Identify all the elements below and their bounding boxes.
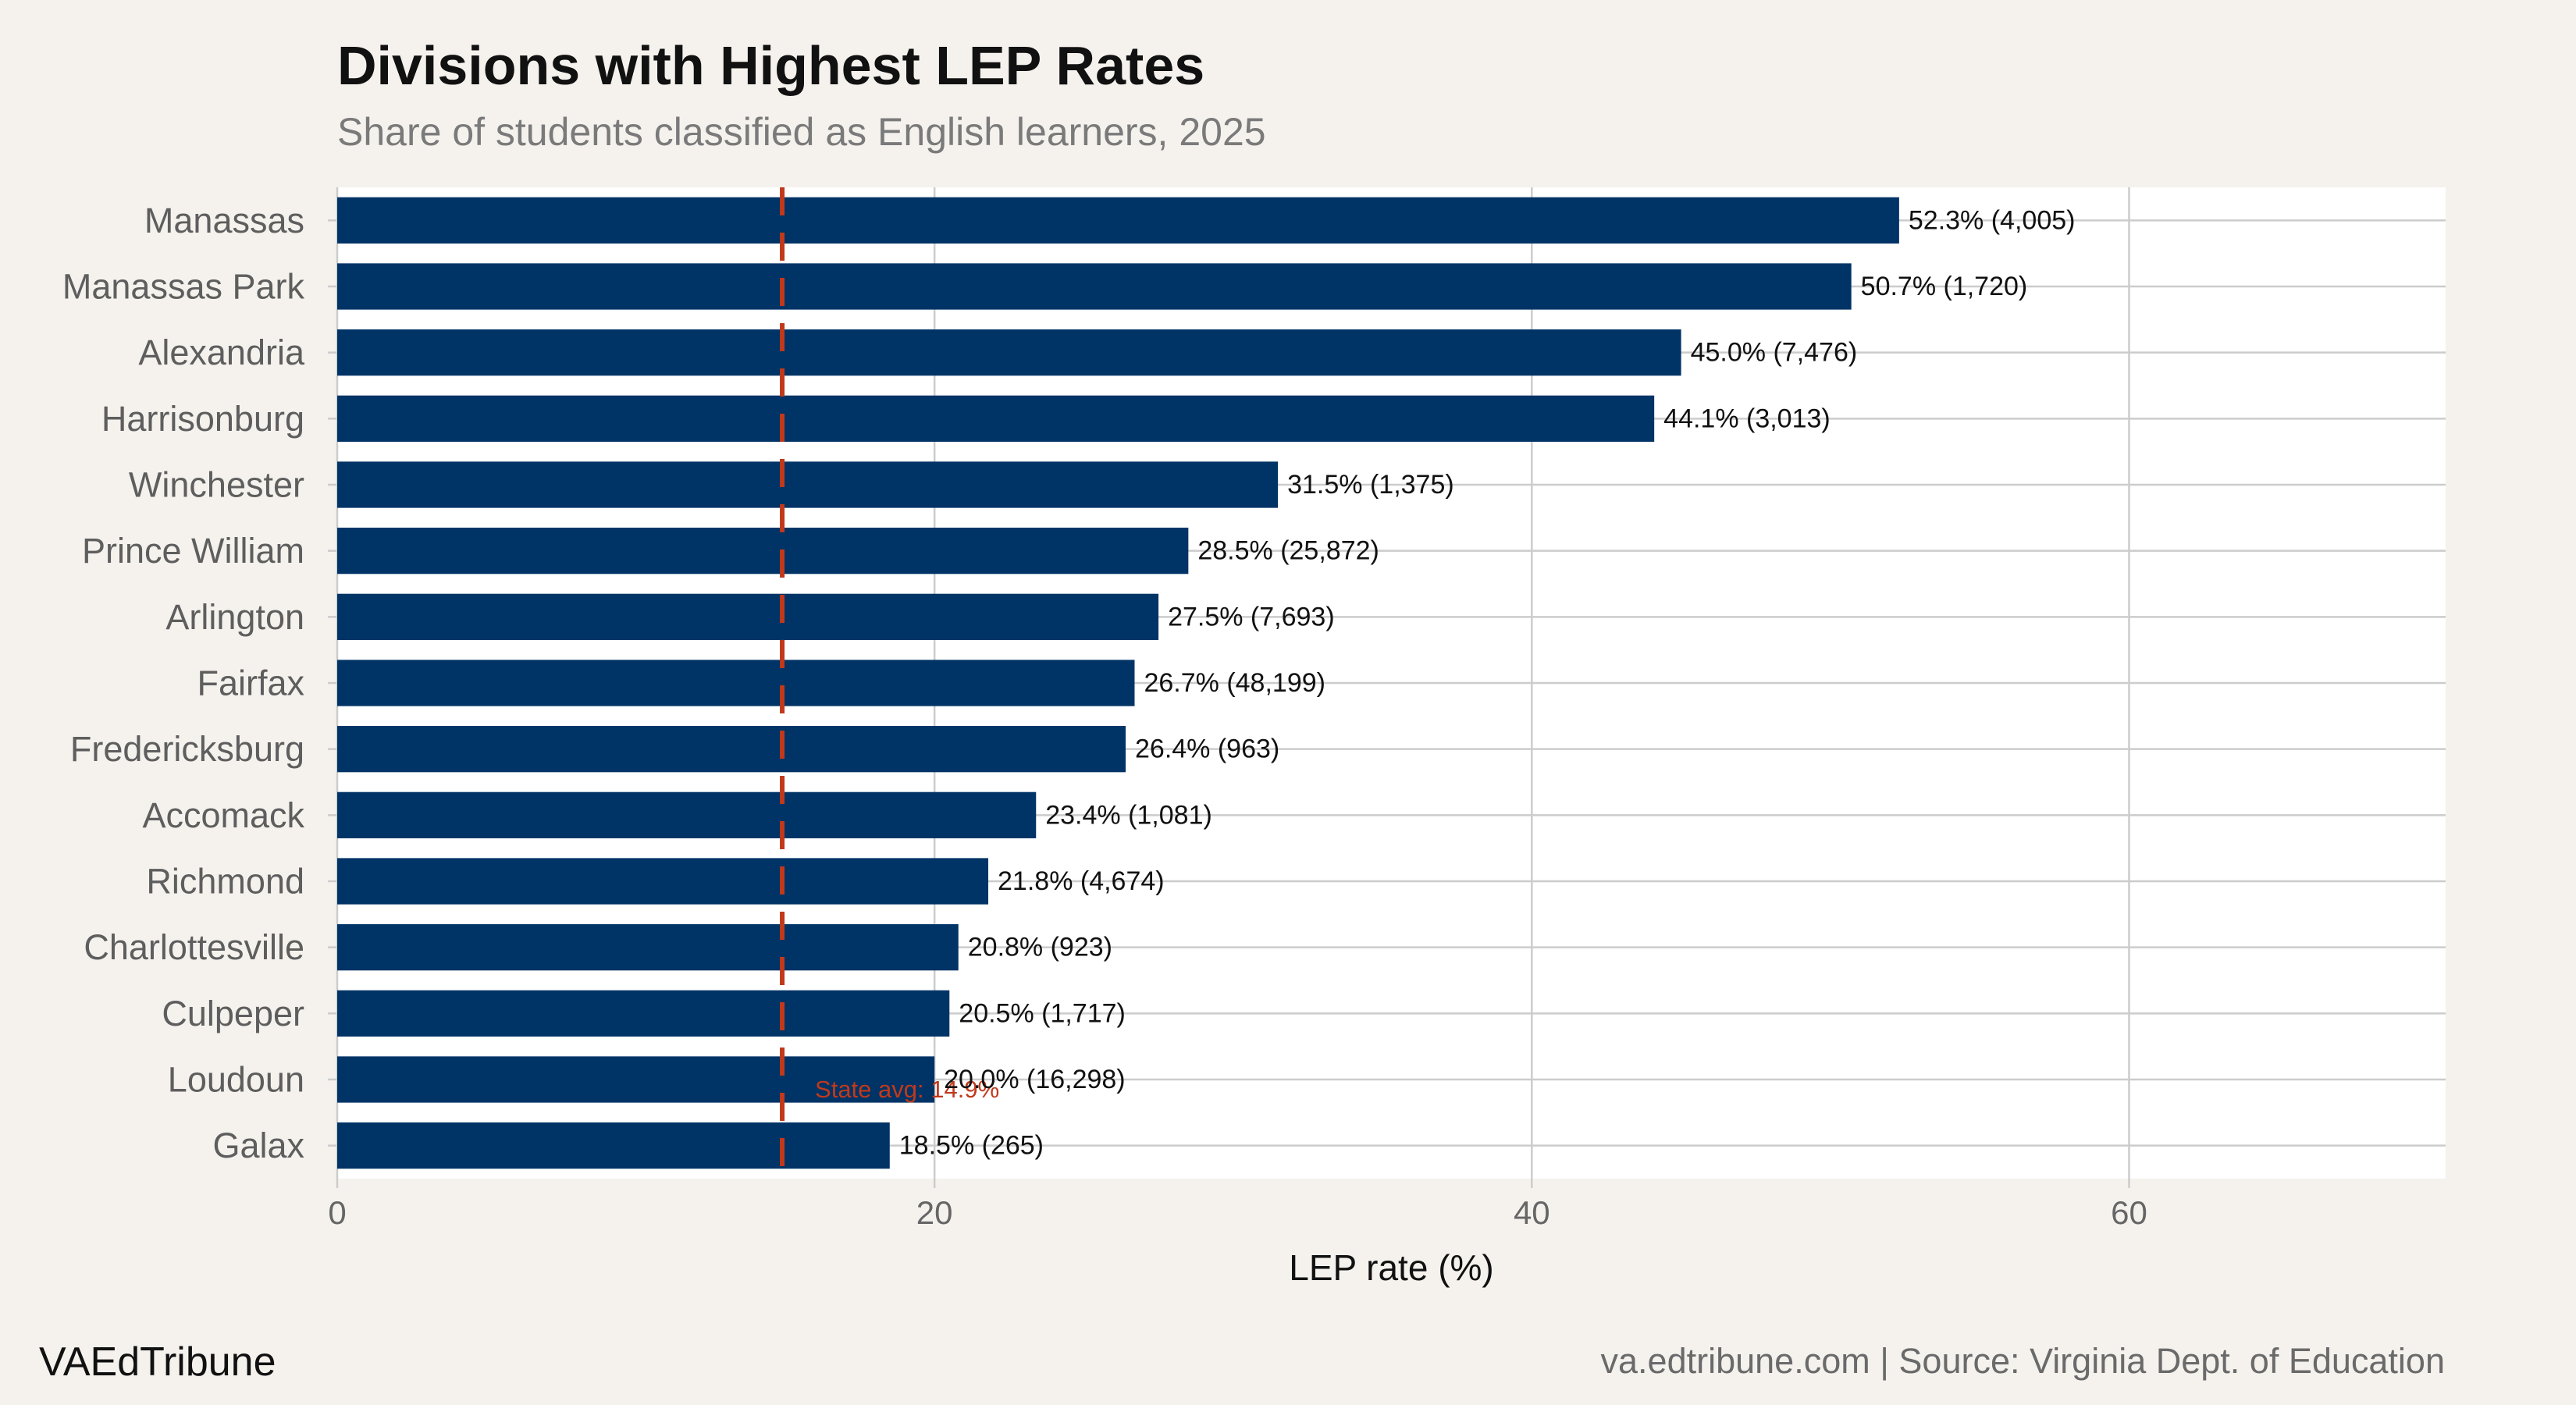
bar bbox=[337, 1056, 935, 1103]
category-label: Prince William bbox=[82, 531, 304, 571]
chart-title: Divisions with Highest LEP Rates bbox=[337, 35, 1205, 96]
data-label: 21.8% (4,674) bbox=[998, 866, 1165, 896]
category-label: Alexandria bbox=[138, 333, 305, 372]
axes: 0 20 40 60 LEP rate (%) bbox=[328, 219, 2147, 1288]
x-tick-label: 20 bbox=[916, 1194, 953, 1231]
category-label: Charlottesville bbox=[84, 927, 304, 967]
category-label: Harrisonburg bbox=[101, 399, 304, 439]
category-label: Accomack bbox=[142, 795, 304, 835]
bar bbox=[337, 461, 1279, 508]
category-label: Manassas bbox=[144, 201, 304, 240]
data-label: 23.4% (1,081) bbox=[1045, 800, 1212, 830]
data-label: 20.0% (16,298) bbox=[944, 1065, 1126, 1094]
data-label: 50.7% (1,720) bbox=[1861, 272, 2028, 301]
bar bbox=[337, 197, 1899, 244]
brand-logo-text: VAEdTribune bbox=[39, 1339, 276, 1385]
data-label: 31.5% (1,375) bbox=[1287, 470, 1454, 500]
x-tick-label: 40 bbox=[1514, 1194, 1550, 1231]
bar bbox=[337, 1122, 890, 1169]
data-label: 18.5% (265) bbox=[899, 1131, 1044, 1161]
x-tick-label: 60 bbox=[2111, 1194, 2147, 1231]
x-axis-title: LEP rate (%) bbox=[1289, 1247, 1493, 1288]
data-label: 28.5% (25,872) bbox=[1197, 536, 1379, 566]
bars bbox=[337, 197, 1899, 1169]
labels: Manassas 52.3% (4,005) Manassas Park 50.7% … bbox=[62, 201, 2076, 1165]
bar bbox=[337, 924, 959, 971]
category-label: Fairfax bbox=[197, 663, 304, 703]
bar bbox=[337, 329, 1681, 376]
source-note: va.edtribune.com | Source: Virginia Dept… bbox=[1600, 1341, 2445, 1381]
data-label: 20.8% (923) bbox=[968, 933, 1112, 962]
bar bbox=[337, 660, 1135, 706]
data-label: 27.5% (7,693) bbox=[1168, 602, 1335, 631]
data-label: 52.3% (4,005) bbox=[1909, 205, 2076, 235]
category-label: Manassas Park bbox=[62, 267, 305, 307]
category-label: Culpeper bbox=[162, 994, 304, 1033]
data-label: 26.7% (48,199) bbox=[1144, 668, 1325, 698]
category-label: Galax bbox=[212, 1126, 304, 1165]
bar bbox=[337, 263, 1852, 310]
bar bbox=[337, 593, 1159, 640]
x-tick-label: 0 bbox=[328, 1194, 346, 1231]
data-label: 44.1% (3,013) bbox=[1663, 404, 1831, 433]
chart-subtitle: Share of students classified as English … bbox=[337, 110, 1266, 154]
reference-line-group: State avg: 14.9% bbox=[780, 187, 999, 1179]
data-label: 45.0% (7,476) bbox=[1691, 338, 1858, 368]
category-label: Arlington bbox=[165, 597, 304, 637]
category-label: Loudoun bbox=[168, 1060, 304, 1100]
bar bbox=[337, 858, 989, 905]
bar bbox=[337, 726, 1126, 773]
bar bbox=[337, 395, 1655, 442]
category-label: Winchester bbox=[129, 465, 304, 505]
bar bbox=[337, 990, 950, 1037]
data-label: 20.5% (1,717) bbox=[959, 998, 1126, 1028]
bar bbox=[337, 528, 1189, 574]
category-label: Richmond bbox=[146, 862, 304, 902]
bar bbox=[337, 791, 1037, 838]
reference-line-label: State avg: 14.9% bbox=[815, 1076, 999, 1103]
data-label: 26.4% (963) bbox=[1135, 735, 1279, 764]
category-label: Fredericksburg bbox=[70, 729, 304, 769]
